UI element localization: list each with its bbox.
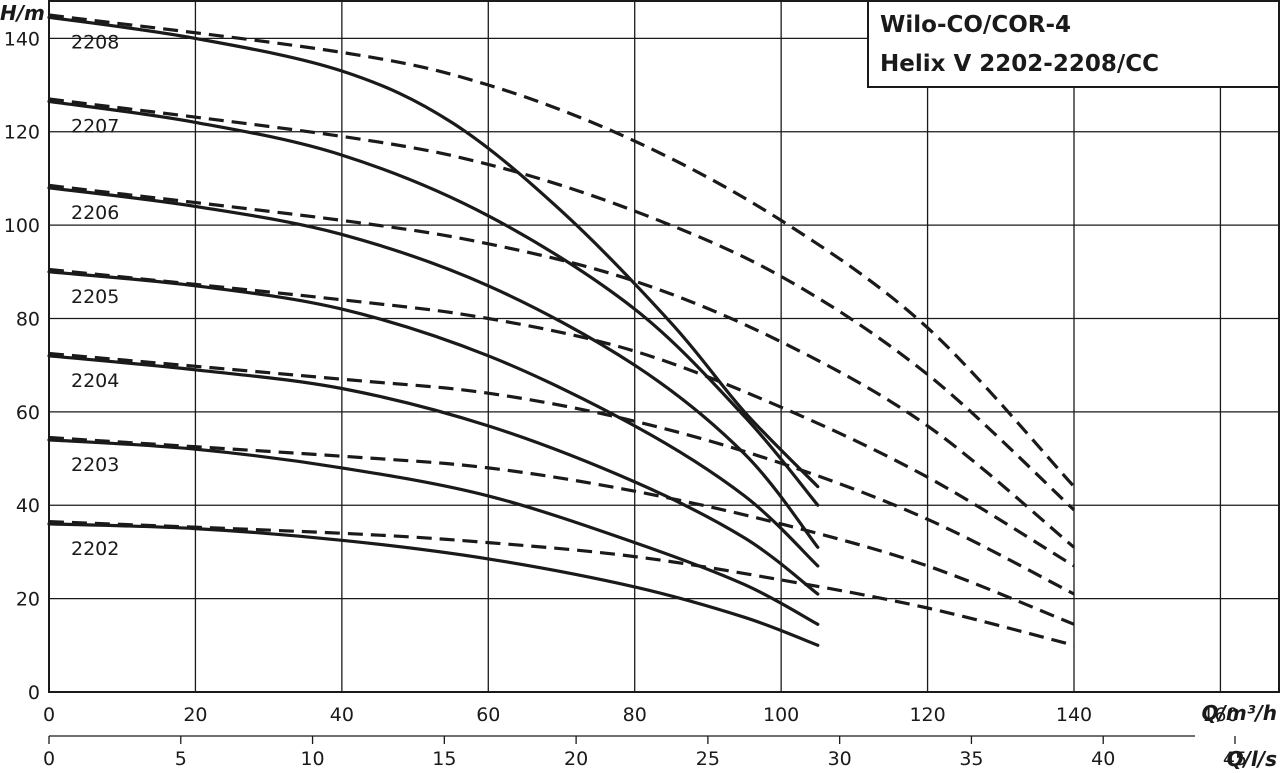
- y-tick-label: 60: [16, 402, 40, 424]
- x2-tick-label: 0: [43, 748, 55, 770]
- curve-label-2206: 2206: [71, 202, 119, 224]
- curve-2204-solid: [47, 354, 820, 596]
- x-tick-label: 0: [43, 704, 55, 726]
- curve-2208-dashed: [48, 13, 1076, 488]
- curve-2206-dashed: [48, 183, 1076, 549]
- curve-2202-solid: [47, 522, 820, 647]
- x-tick-label: 100: [763, 704, 799, 726]
- curve-labels: 2208 2207 2206 2205 2204 2203 2202: [71, 31, 119, 560]
- plot-frame: [48, 0, 1280, 693]
- grid: [48, 0, 1280, 744]
- curve-2203-dashed: [48, 435, 1075, 626]
- curve-2204-dashed: [48, 351, 1075, 596]
- curve-label-2205: 2205: [71, 286, 119, 308]
- x-axis-title: Q/m³/h: [1202, 701, 1277, 725]
- y-axis-title: H/m: [0, 1, 45, 25]
- curve-2205-solid: [47, 270, 820, 568]
- chart-title-line-2: Helix V 2202-2208/CC: [880, 51, 1159, 77]
- x2-tick-label: 20: [564, 748, 588, 770]
- y-tick-label: 100: [4, 215, 40, 237]
- x-tick-label: 40: [330, 704, 354, 726]
- x-tick-label: 80: [623, 704, 647, 726]
- title-box: [867, 0, 1280, 88]
- x-tick-label: 60: [476, 704, 500, 726]
- y-tick-label: 20: [16, 589, 40, 611]
- curve-label-2203: 2203: [71, 454, 119, 476]
- x2-tick-label: 30: [828, 748, 852, 770]
- x2-tick-label: 35: [959, 748, 983, 770]
- curve-2203-solid: [47, 438, 820, 626]
- curves: [47, 13, 1076, 647]
- curve-2207-solid: [47, 99, 820, 507]
- chart-title-line-1: Wilo-CO/COR-4: [880, 12, 1071, 38]
- y-tick-label: 80: [16, 308, 40, 330]
- x-tick-label: 160: [1202, 704, 1238, 726]
- curve-label-2202: 2202: [71, 538, 119, 560]
- curve-label-2208: 2208: [71, 31, 119, 53]
- x-tick-label: 140: [1056, 704, 1092, 726]
- x2-tick-label: 25: [696, 748, 720, 770]
- tick-labels: 0 20 40 60 80 100 120 140 160 0 20 40 60 80 100 120 140 0…: [4, 28, 1247, 770]
- x2-tick-label: 10: [300, 748, 324, 770]
- x2-axis-title: Q/l/s: [1227, 747, 1277, 771]
- curve-label-2207: 2207: [71, 115, 119, 137]
- x-tick-label: 20: [183, 704, 207, 726]
- curve-2208-solid: [47, 15, 820, 489]
- x2-tick-label: 40: [1091, 748, 1115, 770]
- y-tick-label: 120: [4, 122, 40, 144]
- x2-tick-label: 5: [175, 748, 187, 770]
- x2-tick-label: 45: [1223, 748, 1247, 770]
- curve-2207-dashed: [48, 97, 1076, 512]
- y-tick-label: 0: [28, 682, 40, 704]
- y-tick-label: 40: [16, 495, 40, 517]
- curve-label-2204: 2204: [71, 370, 119, 392]
- y-tick-label: 140: [4, 28, 40, 50]
- curve-2202-dashed: [48, 520, 1075, 647]
- x2-tick-label: 15: [432, 748, 456, 770]
- x-tick-label: 120: [909, 704, 945, 726]
- curve-2205-dashed: [48, 267, 1075, 568]
